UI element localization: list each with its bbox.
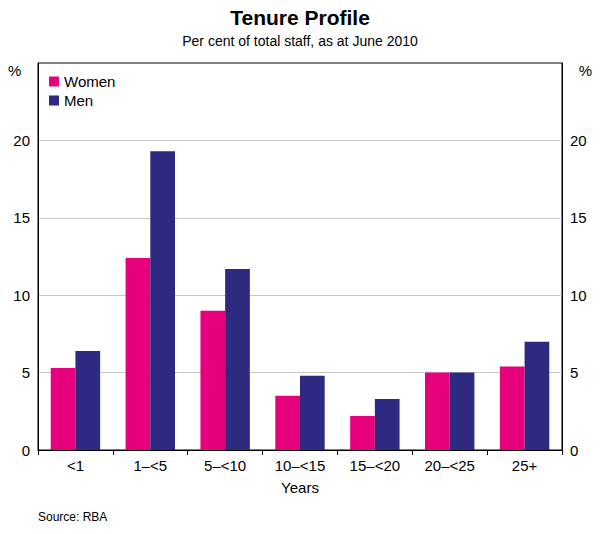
- svg-text:25+: 25+: [512, 457, 538, 474]
- svg-text:20: 20: [13, 132, 30, 149]
- svg-text:15: 15: [570, 209, 587, 226]
- svg-text:15: 15: [13, 209, 30, 226]
- svg-text:Source: RBA: Source: RBA: [38, 510, 107, 524]
- svg-text:Years: Years: [281, 479, 319, 496]
- svg-text:10–<15: 10–<15: [275, 457, 325, 474]
- svg-text:5: 5: [570, 364, 578, 381]
- svg-text:%: %: [8, 62, 21, 79]
- svg-text:0: 0: [570, 442, 578, 459]
- svg-text:15–<20: 15–<20: [350, 457, 400, 474]
- svg-text:5–<10: 5–<10: [204, 457, 246, 474]
- svg-text:1–<5: 1–<5: [133, 457, 167, 474]
- svg-text:Men: Men: [64, 92, 93, 109]
- svg-text:10: 10: [570, 287, 587, 304]
- svg-text:10: 10: [13, 287, 30, 304]
- svg-text:Tenure Profile: Tenure Profile: [230, 6, 370, 29]
- svg-text:Per cent of total staff, as at: Per cent of total staff, as at June 2010: [182, 33, 418, 49]
- svg-text:20–<25: 20–<25: [424, 457, 474, 474]
- svg-text:<1: <1: [67, 457, 84, 474]
- svg-text:0: 0: [22, 442, 30, 459]
- svg-text:20: 20: [570, 132, 587, 149]
- svg-text:%: %: [579, 62, 592, 79]
- svg-text:Women: Women: [64, 73, 115, 90]
- svg-text:5: 5: [22, 364, 30, 381]
